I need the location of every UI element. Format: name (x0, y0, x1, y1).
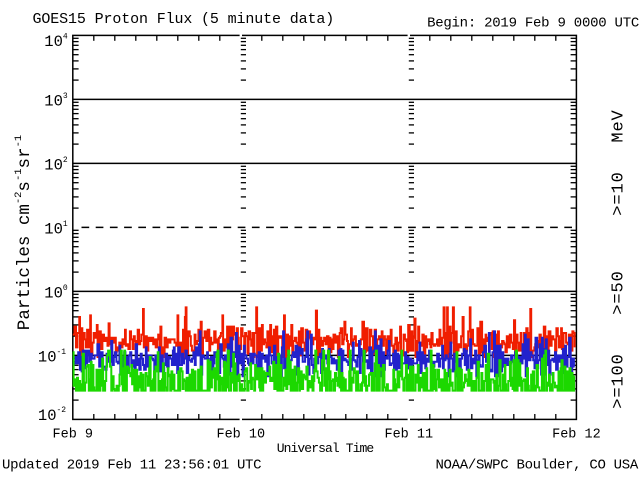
svg-text:Feb 11: Feb 11 (384, 428, 433, 443)
svg-text:101: 101 (44, 220, 68, 239)
svg-text:100: 100 (44, 284, 68, 303)
svg-text:Updated 2019 Feb 11 23:56:01 U: Updated 2019 Feb 11 23:56:01 UTC (2, 458, 261, 474)
svg-text:Feb 9: Feb 9 (53, 428, 94, 443)
svg-text:Feb 10: Feb 10 (216, 428, 265, 443)
svg-text:104: 104 (44, 32, 68, 51)
svg-text:102: 102 (44, 156, 68, 175)
svg-text:103: 103 (44, 92, 68, 111)
svg-text:NOAA/SWPC Boulder, CO USA: NOAA/SWPC Boulder, CO USA (435, 458, 638, 474)
svg-text:Universal Time: Universal Time (277, 441, 374, 456)
svg-text:>=10: >=10 (609, 171, 628, 215)
svg-text:>=50: >=50 (609, 270, 628, 314)
svg-text:GOES15 Proton Flux (5 minute d: GOES15 Proton Flux (5 minute data) (33, 11, 335, 28)
svg-text:>=100: >=100 (609, 353, 628, 409)
svg-text:Particles cm-2s-1sr-1: Particles cm-2s-1sr-1 (13, 135, 35, 330)
svg-text:Begin: 2019 Feb 9 0000 UTC: Begin: 2019 Feb 9 0000 UTC (427, 16, 639, 32)
svg-text:Feb 12: Feb 12 (552, 428, 601, 443)
svg-text:MeV: MeV (609, 109, 628, 142)
